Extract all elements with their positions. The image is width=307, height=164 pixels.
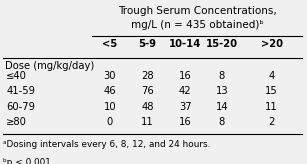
Text: Dose (mg/kg/day): Dose (mg/kg/day): [5, 61, 94, 71]
Text: 10-14: 10-14: [169, 39, 201, 49]
Text: 11: 11: [265, 102, 278, 112]
Text: 28: 28: [141, 71, 154, 81]
Text: 16: 16: [179, 71, 192, 81]
Text: mg/L (n = 435 obtained)ᵇ: mg/L (n = 435 obtained)ᵇ: [131, 20, 264, 30]
Text: 37: 37: [179, 102, 191, 112]
Text: 15-20: 15-20: [206, 39, 238, 49]
Text: ᵇp < 0.001: ᵇp < 0.001: [3, 158, 51, 164]
Text: 8: 8: [219, 71, 225, 81]
Text: 30: 30: [104, 71, 116, 81]
Text: 42: 42: [179, 86, 191, 96]
Text: 16: 16: [179, 117, 192, 127]
Text: 48: 48: [141, 102, 154, 112]
Text: 8: 8: [219, 117, 225, 127]
Text: ≥80: ≥80: [6, 117, 27, 127]
Text: 0: 0: [107, 117, 113, 127]
Text: 41-59: 41-59: [6, 86, 35, 96]
Text: ᵃDosing intervals every 6, 8, 12, and 24 hours.: ᵃDosing intervals every 6, 8, 12, and 24…: [3, 140, 210, 149]
Text: 15: 15: [265, 86, 278, 96]
Text: 10: 10: [103, 102, 116, 112]
Text: >20: >20: [261, 39, 282, 49]
Text: 13: 13: [216, 86, 228, 96]
Text: 46: 46: [103, 86, 116, 96]
Text: 76: 76: [141, 86, 154, 96]
Text: 14: 14: [216, 102, 228, 112]
Text: 4: 4: [268, 71, 275, 81]
Text: 60-79: 60-79: [6, 102, 35, 112]
Text: ≤40: ≤40: [6, 71, 27, 81]
Text: 11: 11: [141, 117, 154, 127]
Text: <5: <5: [102, 39, 118, 49]
Text: Trough Serum Concentrations,: Trough Serum Concentrations,: [118, 6, 277, 16]
Text: 5-9: 5-9: [138, 39, 157, 49]
Text: 2: 2: [268, 117, 275, 127]
